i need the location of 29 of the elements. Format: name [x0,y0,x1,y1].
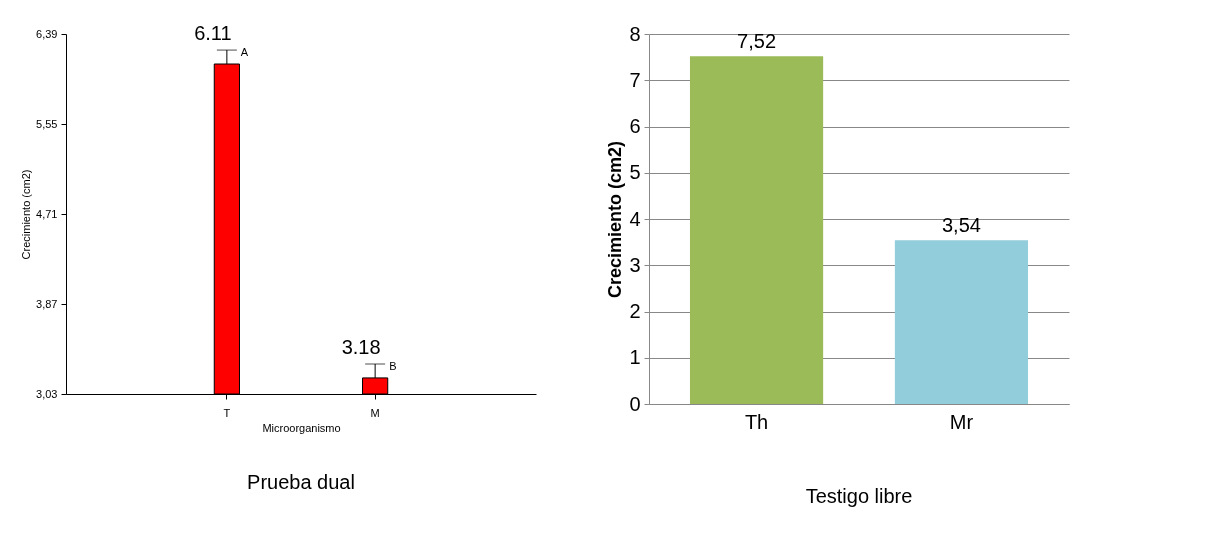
data-label: 6.11 [194,22,232,45]
y-tick-label: 4 [629,207,641,230]
x-tick-label: M [370,406,380,419]
y-tick-label: 3,87 [36,297,58,310]
annotation: A [240,46,249,59]
x-tick-label: Mr [949,410,974,433]
x-axis-title: Microorganismo [262,421,341,434]
x-tick-label: T [223,406,231,419]
y-tick-label: 0 [629,392,641,415]
y-axis-title: Crecimiento (cm2) [605,140,626,299]
y-tick-label: 6,39 [36,27,58,40]
x-tick-label: Th [744,410,769,433]
data-label: 7,52 [737,30,777,53]
y-tick-label: 5,55 [36,117,58,130]
text: Prueba dual [247,471,355,493]
y-tick-label: 5 [629,161,641,184]
y-tick-label: 2 [629,300,641,322]
y-tick-label: 1 [629,346,641,369]
y-tick-label: 7 [629,68,641,91]
y-axis-title: Crecimiento (cm2) [20,169,33,260]
text: Testigo libre [805,485,913,507]
y-tick-label: 6 [629,115,641,137]
y-tick-label: 8 [629,22,641,45]
y-tick-label: 4,71 [36,207,58,220]
y-tick-label: 3,03 [36,387,58,400]
data-label: 3.18 [341,336,381,358]
annotation: B [389,360,397,372]
y-tick-label: 3 [629,253,641,276]
data-label: 3,54 [941,214,981,237]
